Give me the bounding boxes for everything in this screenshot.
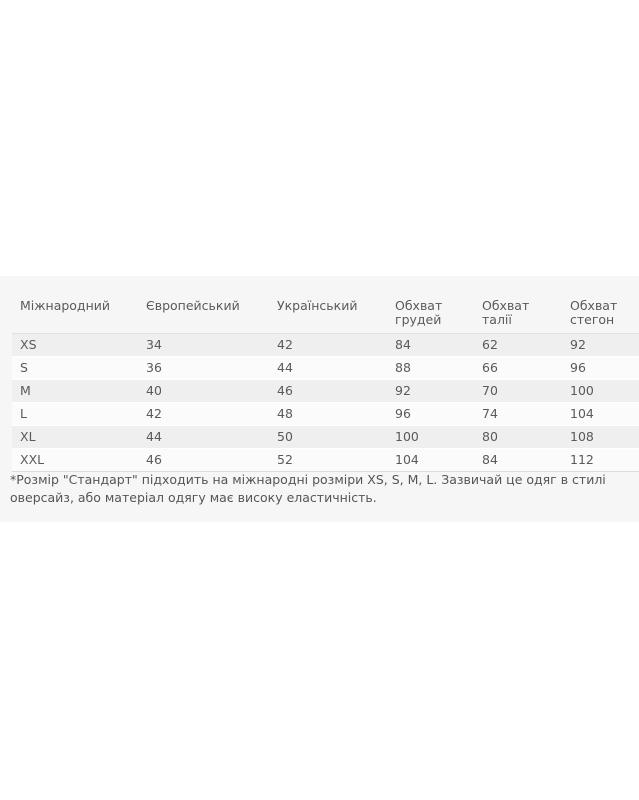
table-cell: 70 (474, 379, 562, 403)
header-label: Обхват (482, 298, 530, 313)
header-label: Європейський (146, 298, 240, 313)
table-cell: 100 (387, 425, 474, 449)
size-table: Міжнародний Європейський Український Обх… (12, 295, 639, 472)
table-cell: 52 (269, 448, 387, 472)
table-cell: 42 (269, 333, 387, 357)
table-cell: S (12, 356, 138, 380)
table-cell: 74 (474, 402, 562, 426)
table-cell: 50 (269, 425, 387, 449)
table-cell: XXL (12, 448, 138, 472)
header-chest: Обхват грудей (387, 295, 474, 334)
table-cell: XS (12, 333, 138, 357)
header-label: Міжнародний (20, 298, 110, 313)
table-cell: 44 (269, 356, 387, 380)
table-cell: 42 (138, 402, 269, 426)
table-row: XS 34 42 84 62 92 (12, 333, 639, 357)
table-cell: 88 (387, 356, 474, 380)
table-cell: 66 (474, 356, 562, 380)
table-cell: 104 (562, 402, 639, 426)
table-cell: 84 (474, 448, 562, 472)
header-european: Європейський (138, 295, 269, 334)
table-cell: 112 (562, 448, 639, 472)
table-header-row: Міжнародний Європейський Український Обх… (12, 295, 639, 334)
header-ukrainian: Український (269, 295, 387, 334)
table-row: M 40 46 92 70 100 (12, 379, 639, 403)
table-cell: M (12, 379, 138, 403)
table-row: XL 44 50 100 80 108 (12, 425, 639, 449)
table-cell: 96 (387, 402, 474, 426)
header-waist: Обхват талії (474, 295, 562, 334)
table-cell: 104 (387, 448, 474, 472)
size-chart-panel: Міжнародний Європейський Український Обх… (0, 276, 639, 522)
table-cell: 100 (562, 379, 639, 403)
table-cell: 62 (474, 333, 562, 357)
header-label: Обхват (395, 298, 443, 313)
header-label: талії (482, 312, 512, 327)
table-cell: 92 (562, 333, 639, 357)
header-label: Обхват (570, 298, 618, 313)
table-cell: XL (12, 425, 138, 449)
header-label: стегон (570, 312, 615, 327)
header-label: Український (277, 298, 358, 313)
table-cell: 96 (562, 356, 639, 380)
table-cell: 48 (269, 402, 387, 426)
header-label: грудей (395, 312, 442, 327)
header-hips: Обхват стегон (562, 295, 639, 334)
table-cell: 46 (269, 379, 387, 403)
table-row: XXL 46 52 104 84 112 (12, 448, 639, 472)
table-cell: 84 (387, 333, 474, 357)
table-cell: 44 (138, 425, 269, 449)
table-cell: 36 (138, 356, 269, 380)
table-row: L 42 48 96 74 104 (12, 402, 639, 426)
header-international: Міжнародний (12, 295, 138, 334)
table-cell: 46 (138, 448, 269, 472)
table-cell: 92 (387, 379, 474, 403)
table-cell: 34 (138, 333, 269, 357)
table-cell: 40 (138, 379, 269, 403)
table-row: S 36 44 88 66 96 (12, 356, 639, 380)
table-cell: 108 (562, 425, 639, 449)
table-cell: L (12, 402, 138, 426)
size-note: *Розмір "Стандарт" підходить на міжнарод… (10, 472, 606, 505)
table-cell: 80 (474, 425, 562, 449)
